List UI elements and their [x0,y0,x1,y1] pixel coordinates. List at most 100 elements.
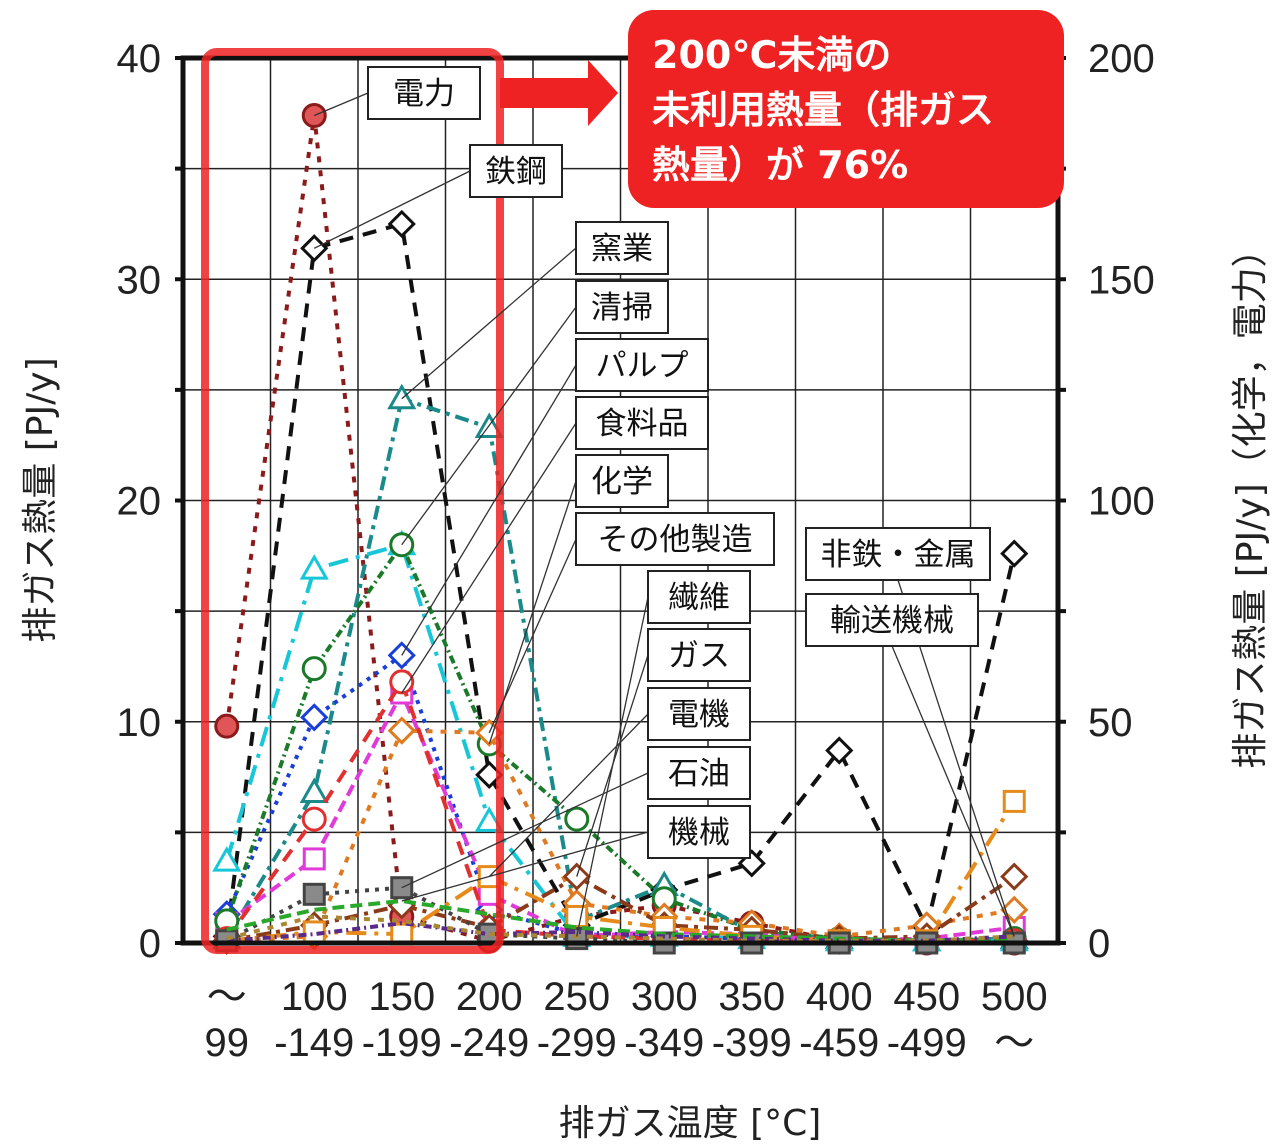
label-leader-line [401,247,577,400]
y-right-tick-label: 50 [1088,701,1133,745]
label-leader-line [401,364,577,656]
x-tick-label: 〜 [207,975,247,1019]
x-tick-label: -459 [799,1021,879,1065]
y-left-tick-label: 20 [117,480,162,524]
series-label-box [805,593,979,647]
series-label: 繊維 [668,580,730,616]
plot-frame [175,55,1066,946]
x-tick-label: -349 [624,1021,704,1065]
x-tick-label: 100 [281,975,348,1019]
x-tick-label: 400 [806,975,873,1019]
series-label-box [647,570,751,624]
series-label-box [647,687,751,741]
y-axis-title-right: 排ガス熱量 [PJ/y]（化学，電力） [1230,231,1271,768]
highlight-region [201,48,504,954]
series-label-box [805,527,991,581]
data-point [387,383,417,410]
series-label: ガス [668,638,730,674]
series-label-box [575,396,709,450]
x-tick-label: 99 [205,1021,250,1065]
label-leader-line [401,831,649,902]
data-point [212,846,242,872]
callout-text: 熱量）が 76% [652,143,908,187]
series-layer [212,103,1029,956]
series-label-box [647,746,751,800]
data-point [387,716,416,745]
series-label-box [647,805,751,859]
series-label-box [575,280,669,334]
series-12 [226,898,1015,943]
series-label-box [469,144,563,198]
x-tick-label: -399 [712,1021,792,1065]
label-leader-line [401,306,577,546]
callout-text: 未利用熱量（排ガス [652,88,994,132]
series-line [225,885,1015,945]
y-axis-title-left: 排ガス熱量 [PJ/y] [20,357,61,642]
series-label: 食料品 [596,406,689,442]
data-point [825,736,854,765]
series-label: 機械 [668,815,730,851]
series-label-box [647,628,751,682]
series-label: パルプ [596,348,689,384]
series-label: 鉄鋼 [485,154,547,190]
label-leader-line [313,170,471,249]
series-line [224,542,1015,943]
data-point [300,703,329,732]
x-tick-label: -499 [887,1021,967,1065]
x-tick-label: 150 [368,975,435,1019]
x-tick-label: -249 [449,1021,529,1065]
series-13 [226,921,1015,943]
data-point [302,882,326,906]
data-point [302,847,326,871]
y-right-tick-label: 150 [1088,258,1155,302]
series-label-box [575,512,775,566]
data-point [1000,539,1029,568]
x-tick-label: -299 [537,1021,617,1065]
y-right-tick-label: 200 [1088,37,1155,81]
series-line [226,898,1015,943]
x-tick-label: 200 [456,975,523,1019]
label-leader-line [401,422,577,694]
series-line [226,874,1016,943]
label-leader-line [401,772,649,889]
x-tick-label: 250 [543,975,610,1019]
data-point [1000,862,1029,891]
series-label: 輸送機械 [830,603,954,639]
series-label-box [575,454,669,508]
series-label: 石油 [668,756,730,792]
y-left-tick-label: 0 [139,922,161,966]
y-right-tick-label: 100 [1088,480,1155,524]
series-label: その他製造 [598,522,753,558]
series-label: 電力 [393,76,455,112]
data-point [301,656,327,682]
data-point [1000,895,1029,924]
data-point [565,904,589,928]
y-left-tick-label: 10 [117,701,162,745]
x-tick-label: 〜 [994,1021,1034,1065]
x-tick-label: -199 [362,1021,442,1065]
series-label: 窯業 [591,231,653,267]
y-right-tick-label: 0 [1088,922,1110,966]
data-point [387,209,416,239]
data-point [474,806,504,832]
label-leader-line [313,92,369,117]
label-leader-line [488,538,577,734]
tick-labels: 010203040050100150200〜99100-149150-19920… [117,37,1155,1065]
series-line [224,221,1017,937]
x-axis-title: 排ガス温度 [°C] [559,1103,822,1144]
series-label-box [367,66,481,120]
y-left-tick-label: 40 [117,37,162,81]
callout-box [628,10,1064,208]
series-line [226,921,1015,943]
label-leader-line [891,645,1015,937]
label-leader-line [488,713,649,878]
x-tick-label: 500 [981,975,1048,1019]
series-label-box [575,338,709,392]
highlight-arrow [500,60,618,126]
label-leader-line [576,654,649,877]
series-label: 非鉄・金属 [821,537,976,573]
data-point [214,713,240,739]
series-label: 電機 [668,697,730,733]
